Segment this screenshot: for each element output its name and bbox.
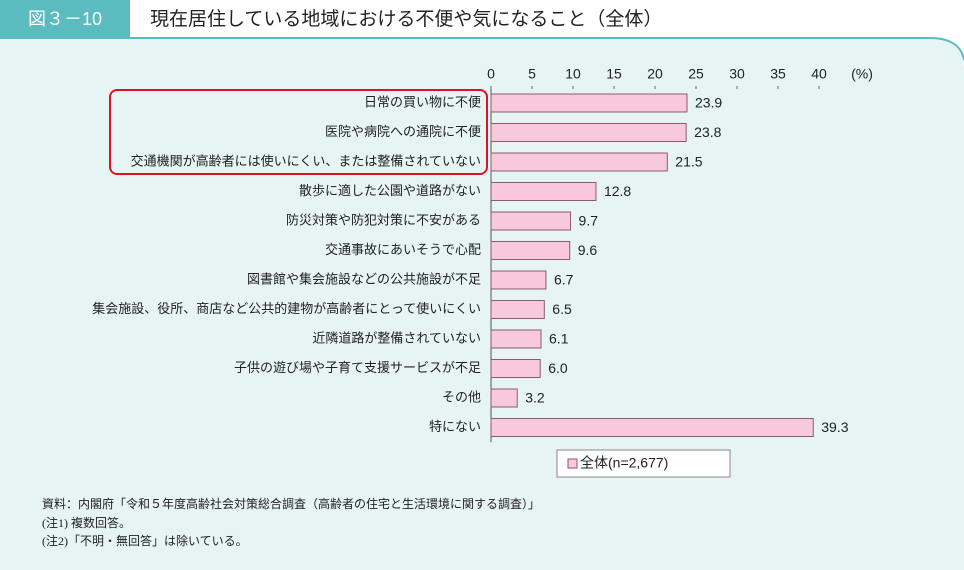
y-tick-label: 医院や病院への通院に不便 — [325, 124, 481, 139]
note: 資料：内閣府「令和５年度高齢社会対策総合調査（高齢者の住宅と生活環境に関する調査… — [42, 496, 540, 511]
y-tick-label: 防災対策や防犯対策に不安がある — [286, 212, 481, 227]
bar — [490, 388, 518, 408]
value-label: 6.5 — [552, 301, 572, 317]
figure-label-box — [0, 0, 130, 38]
value-label: 3.2 — [525, 390, 545, 406]
value-label: 12.8 — [604, 183, 631, 199]
highlight-box — [109, 89, 488, 175]
figure-label: 図３－10 — [28, 9, 102, 29]
note: (注2)「不明・無回答」は除いている。 — [42, 533, 248, 548]
y-tick-label: 散歩に適した公園や道路がない — [299, 183, 481, 198]
legend-label: 全体(n=2,677) — [580, 455, 668, 471]
bar — [490, 329, 542, 349]
header-line — [0, 37, 964, 61]
bar — [490, 359, 541, 378]
x-tick-label: 40 — [811, 66, 827, 82]
value-label: 23.9 — [695, 95, 722, 111]
bar — [490, 300, 545, 319]
bar — [490, 418, 814, 437]
y-tick-label: 特にない — [429, 419, 481, 434]
legend-box — [556, 449, 731, 478]
bar — [490, 270, 547, 290]
x-tick-label: 35 — [770, 66, 786, 82]
value-label: 21.5 — [675, 154, 702, 170]
value-label: 6.0 — [548, 360, 568, 376]
y-tick-label: 日常の買い物に不便 — [364, 94, 481, 109]
y-tick-label: 交通機関が高齢者には使いにくい、または整備されていない — [131, 153, 481, 168]
bar — [490, 241, 571, 260]
y-tick-label: 子供の遊び場や子育て支援サービスが不足 — [234, 360, 481, 375]
x-tick-label: 25 — [688, 66, 704, 82]
value-label: 23.8 — [694, 124, 721, 140]
legend-swatch — [567, 458, 578, 469]
value-label: 39.3 — [821, 419, 848, 435]
y-tick-label: 交通事故にあいそうで心配 — [325, 242, 481, 257]
bar — [490, 152, 668, 172]
bar — [490, 182, 597, 201]
bar — [490, 211, 572, 231]
value-label: 6.1 — [549, 331, 569, 347]
x-tick-label: 0 — [487, 66, 495, 82]
y-tick-label: その他 — [442, 389, 481, 404]
y-tick-label: 図書館や集会施設などの公共施設が不足 — [247, 271, 481, 286]
note: (注1) 複数回答。 — [42, 515, 131, 530]
x-unit: (%) — [851, 66, 873, 82]
bar — [490, 93, 688, 113]
x-tick-label: 30 — [729, 66, 745, 82]
y-tick-label: 集会施設、役所、商店など公共的建物が高齢者にとって使いにくい — [92, 301, 481, 316]
y-tick-label: 近隣道路が整備されていない — [312, 330, 481, 345]
x-tick-label: 15 — [606, 66, 622, 82]
value-label: 6.7 — [554, 272, 574, 288]
title: 現在居住している地域における不便や気になること（全体） — [150, 8, 662, 30]
value-label: 9.6 — [578, 242, 598, 258]
x-tick-label: 10 — [565, 66, 581, 82]
value-label: 9.7 — [579, 213, 599, 229]
x-tick-label: 5 — [528, 66, 536, 82]
x-tick-label: 20 — [647, 66, 663, 82]
bar — [490, 123, 687, 142]
